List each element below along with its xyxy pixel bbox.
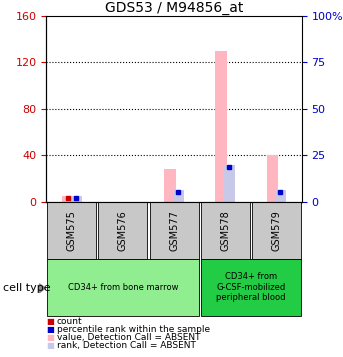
Bar [98,202,147,259]
Text: count: count [57,317,82,326]
Text: GSM577: GSM577 [169,210,179,251]
Bar [201,259,301,316]
Bar [173,190,184,202]
Text: GSM576: GSM576 [118,210,128,251]
Bar [201,202,250,259]
Bar [150,202,199,259]
Bar [62,196,73,202]
Text: ■: ■ [46,317,54,326]
Text: CD34+ from
G-CSF-mobilized
peripheral blood: CD34+ from G-CSF-mobilized peripheral bl… [216,272,285,302]
Text: GSM579: GSM579 [271,210,281,251]
Text: rank, Detection Call = ABSENT: rank, Detection Call = ABSENT [57,341,196,351]
Bar [267,155,278,202]
Bar [275,190,286,202]
Title: GDS53 / M94856_at: GDS53 / M94856_at [105,1,243,15]
Text: GSM575: GSM575 [67,210,77,251]
Text: ■: ■ [46,325,54,334]
Text: value, Detection Call = ABSENT: value, Detection Call = ABSENT [57,333,200,342]
Text: ■: ■ [46,333,54,342]
Bar [215,51,227,202]
Text: percentile rank within the sample: percentile rank within the sample [57,325,210,334]
Polygon shape [39,284,45,293]
Bar [224,165,235,202]
Text: ■: ■ [46,341,54,351]
Text: GSM578: GSM578 [220,210,230,251]
Bar [164,169,176,202]
Text: CD34+ from bone marrow: CD34+ from bone marrow [68,283,178,292]
Bar [47,202,96,259]
Bar [47,259,199,316]
Text: cell type: cell type [3,283,51,293]
Bar [70,196,82,202]
Bar [252,202,301,259]
